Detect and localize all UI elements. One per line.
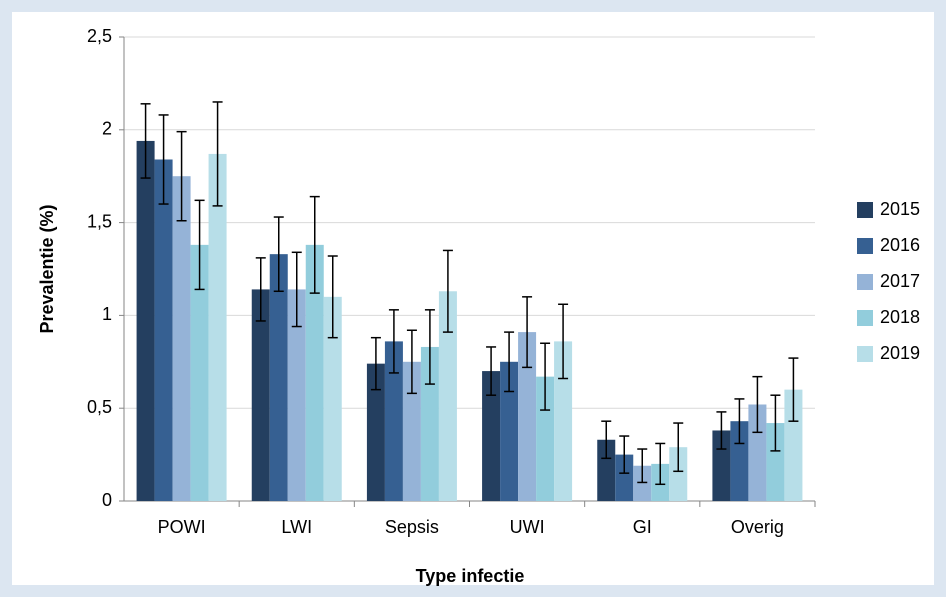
bar (615, 454, 634, 501)
bar (154, 159, 173, 501)
error-bar (637, 448, 648, 484)
error-bar (619, 435, 630, 474)
x-axis-title: Type infectie (416, 566, 525, 586)
error-bar (601, 420, 612, 460)
bar (269, 254, 288, 501)
error-bar (327, 255, 338, 339)
legend-label: 2018 (880, 307, 920, 327)
legend-swatch (857, 310, 873, 326)
legend-label: 2019 (880, 343, 920, 363)
legend-label: 2017 (880, 271, 920, 291)
bar (633, 465, 652, 501)
error-bar (255, 257, 266, 322)
legend-label: 2016 (880, 235, 920, 255)
error-bar (788, 357, 799, 422)
bar (287, 289, 306, 501)
error-bar (388, 309, 399, 374)
bar (730, 421, 749, 501)
y-tick-label: 1,5 (87, 211, 112, 231)
error-bar (522, 296, 533, 369)
bar (251, 289, 270, 501)
error-bar (176, 130, 187, 222)
error-bar (442, 249, 453, 333)
error-bar (424, 309, 435, 385)
bar (438, 291, 457, 501)
x-tick-label: Overig (731, 517, 784, 537)
bar (305, 244, 324, 501)
error-bar (734, 398, 745, 445)
bar (402, 361, 421, 501)
x-tick-label: POWI (158, 517, 206, 537)
error-bar (558, 303, 569, 380)
x-tick-label: Sepsis (385, 517, 439, 537)
error-bar (273, 216, 284, 293)
error-bar (752, 375, 763, 434)
y-tick-label: 2,5 (87, 26, 112, 46)
error-bar (673, 422, 684, 473)
bar (500, 361, 519, 501)
error-bar (486, 346, 497, 396)
error-bar (291, 251, 302, 328)
error-bar (406, 329, 417, 395)
bar (323, 296, 342, 501)
bar (172, 176, 191, 501)
bar (136, 140, 155, 501)
bar (208, 153, 227, 502)
bar (366, 363, 385, 501)
bar (784, 389, 803, 501)
bar (384, 341, 403, 501)
x-tick-label: UWI (510, 517, 545, 537)
error-bar (540, 342, 551, 411)
x-tick-label: LWI (281, 517, 312, 537)
error-bar (309, 195, 320, 294)
error-bar (716, 411, 727, 450)
bar (554, 341, 573, 501)
legend-swatch (857, 346, 873, 362)
bar (712, 430, 731, 501)
error-bar (770, 394, 781, 452)
y-tick-label: 0,5 (87, 397, 112, 417)
legend-swatch (857, 202, 873, 218)
y-tick-label: 0 (102, 490, 112, 510)
bar (669, 447, 688, 501)
legend-label: 2015 (880, 199, 920, 219)
error-bar (212, 101, 223, 207)
error-bar (370, 336, 381, 391)
y-axis-title: Prevalentie (%) (37, 204, 57, 333)
bar (597, 439, 616, 501)
error-bar (194, 199, 205, 291)
bar (536, 376, 555, 501)
y-tick-label: 1 (102, 304, 112, 324)
error-bar (140, 103, 151, 179)
error-bar (158, 114, 169, 205)
error-bar (504, 331, 515, 393)
legend-swatch (857, 274, 873, 290)
bar (518, 332, 537, 501)
bar (748, 404, 767, 501)
legend-swatch (857, 238, 873, 254)
bar (420, 346, 439, 501)
y-tick-label: 2 (102, 119, 112, 139)
bar (766, 423, 785, 501)
x-tick-label: GI (633, 517, 652, 537)
error-bar (655, 442, 666, 486)
bar (190, 244, 209, 501)
bar (482, 371, 501, 501)
